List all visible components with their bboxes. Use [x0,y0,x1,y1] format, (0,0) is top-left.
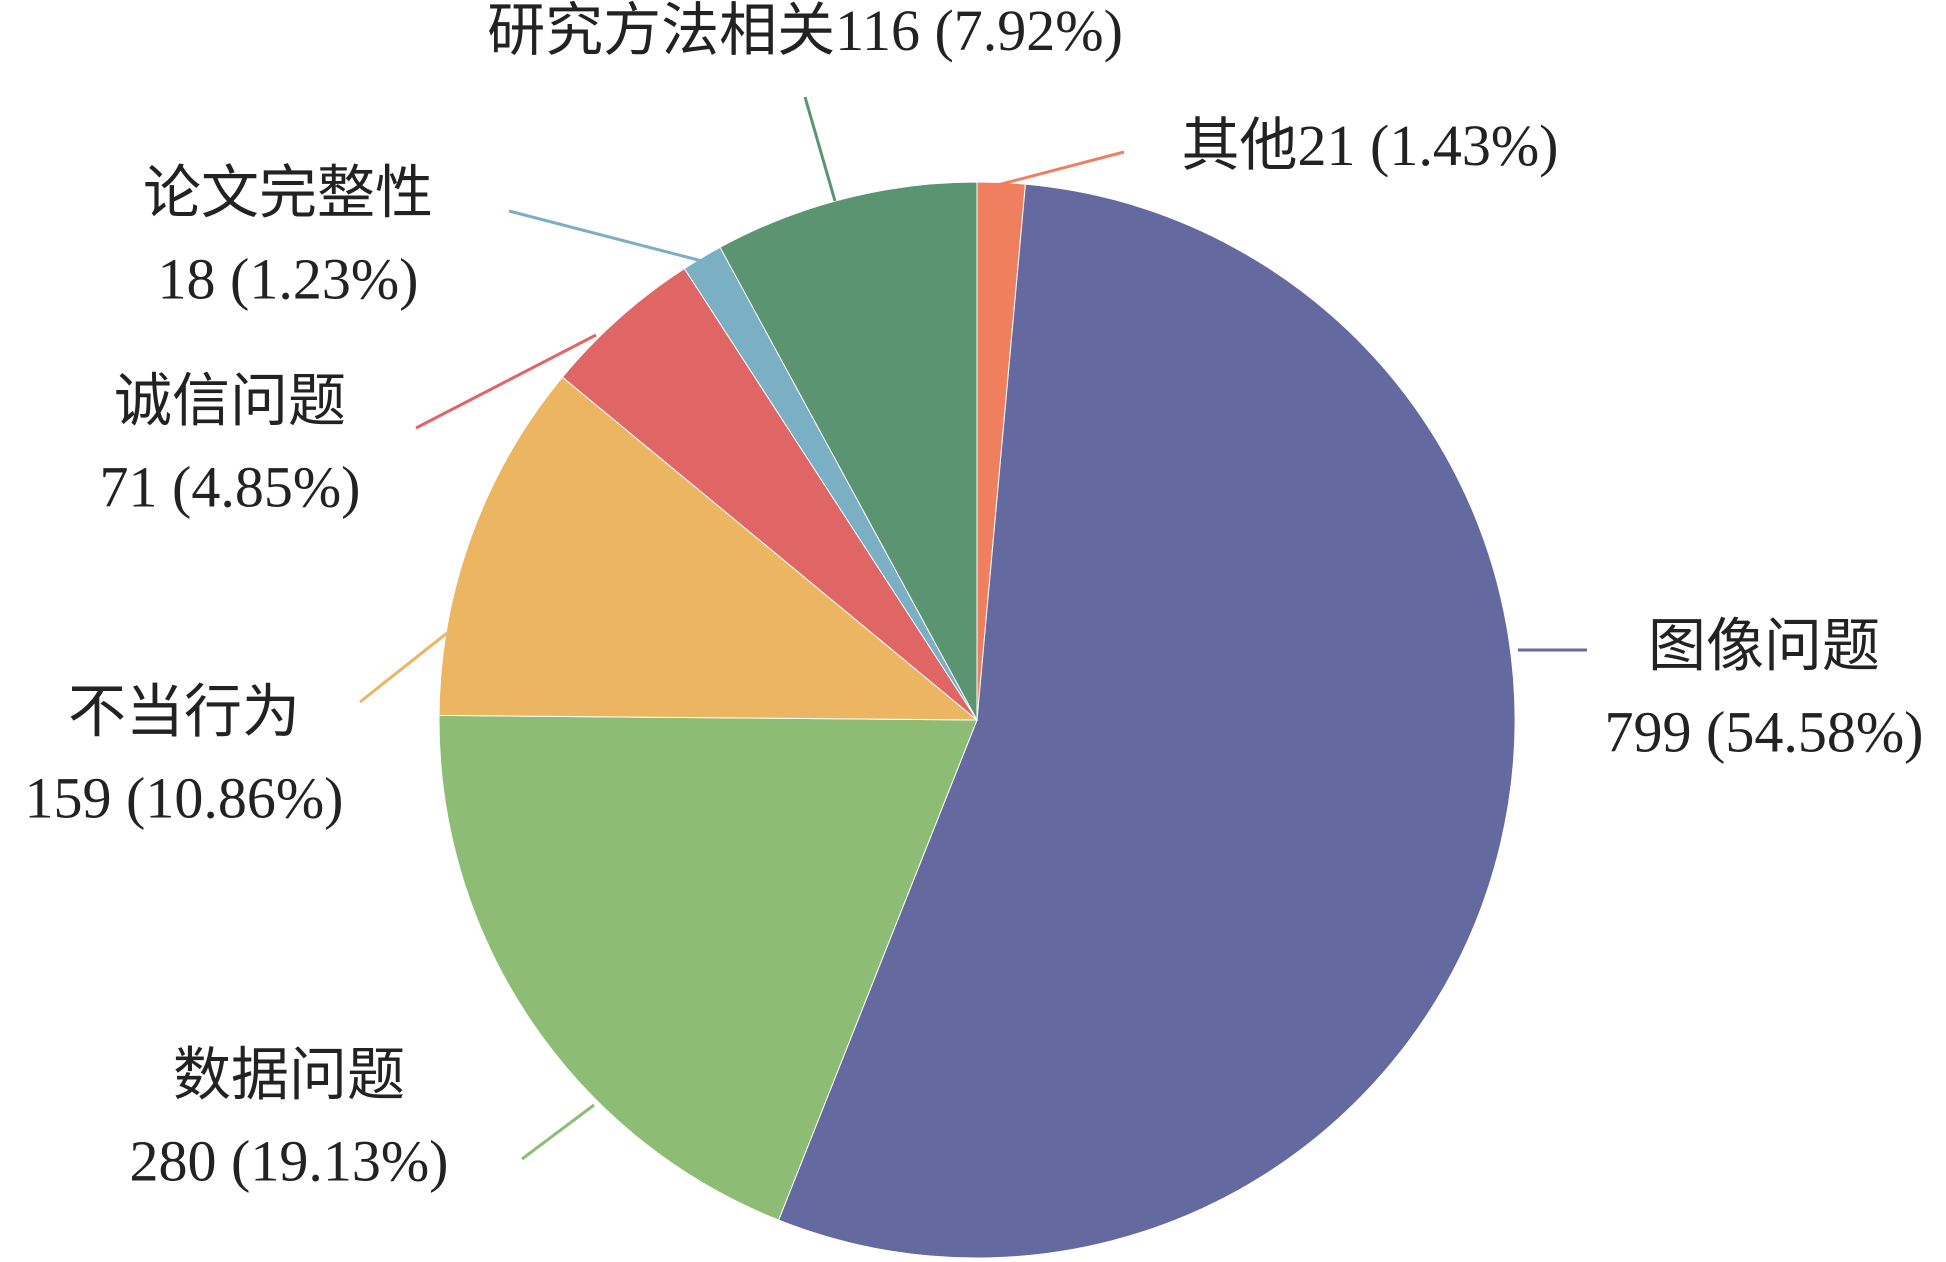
category-label: 研究方法相关 [487,0,835,63]
pie-slice [438,376,979,721]
value-label: 116 (7.92%) [835,0,1123,63]
pie-slice [438,714,978,1221]
leader-line [993,150,1125,188]
pie-slice [719,181,978,721]
leader-line [521,1103,595,1161]
value-label: 18 (1.23%) [158,246,419,311]
value-label: 159 (10.86%) [25,765,344,830]
pie-slice [777,183,1516,1259]
value-label: 280 (19.13%) [130,1128,449,1193]
category-label: 图像问题 [1648,613,1880,678]
value-label: 799 (54.58%) [1605,699,1924,764]
category-label: 数据问题 [173,1042,405,1107]
leader-line [508,209,703,263]
category-label: 论文完整性 [143,160,433,225]
category-label: 不当行为 [68,679,300,744]
category-label: 其他 [1182,113,1298,178]
category-label: 诚信问题 [114,368,346,433]
leader-line [415,333,597,430]
value-label: 71 (4.85%) [100,454,361,519]
leader-line [803,96,837,202]
pie-slice [561,267,978,721]
data-label: 研究方法相关116 (7.92%) [487,0,1123,63]
leader-line [359,631,448,704]
data-label: 其他21 (1.43%) [1182,113,1559,178]
value-label: 21 (1.43%) [1298,113,1559,178]
